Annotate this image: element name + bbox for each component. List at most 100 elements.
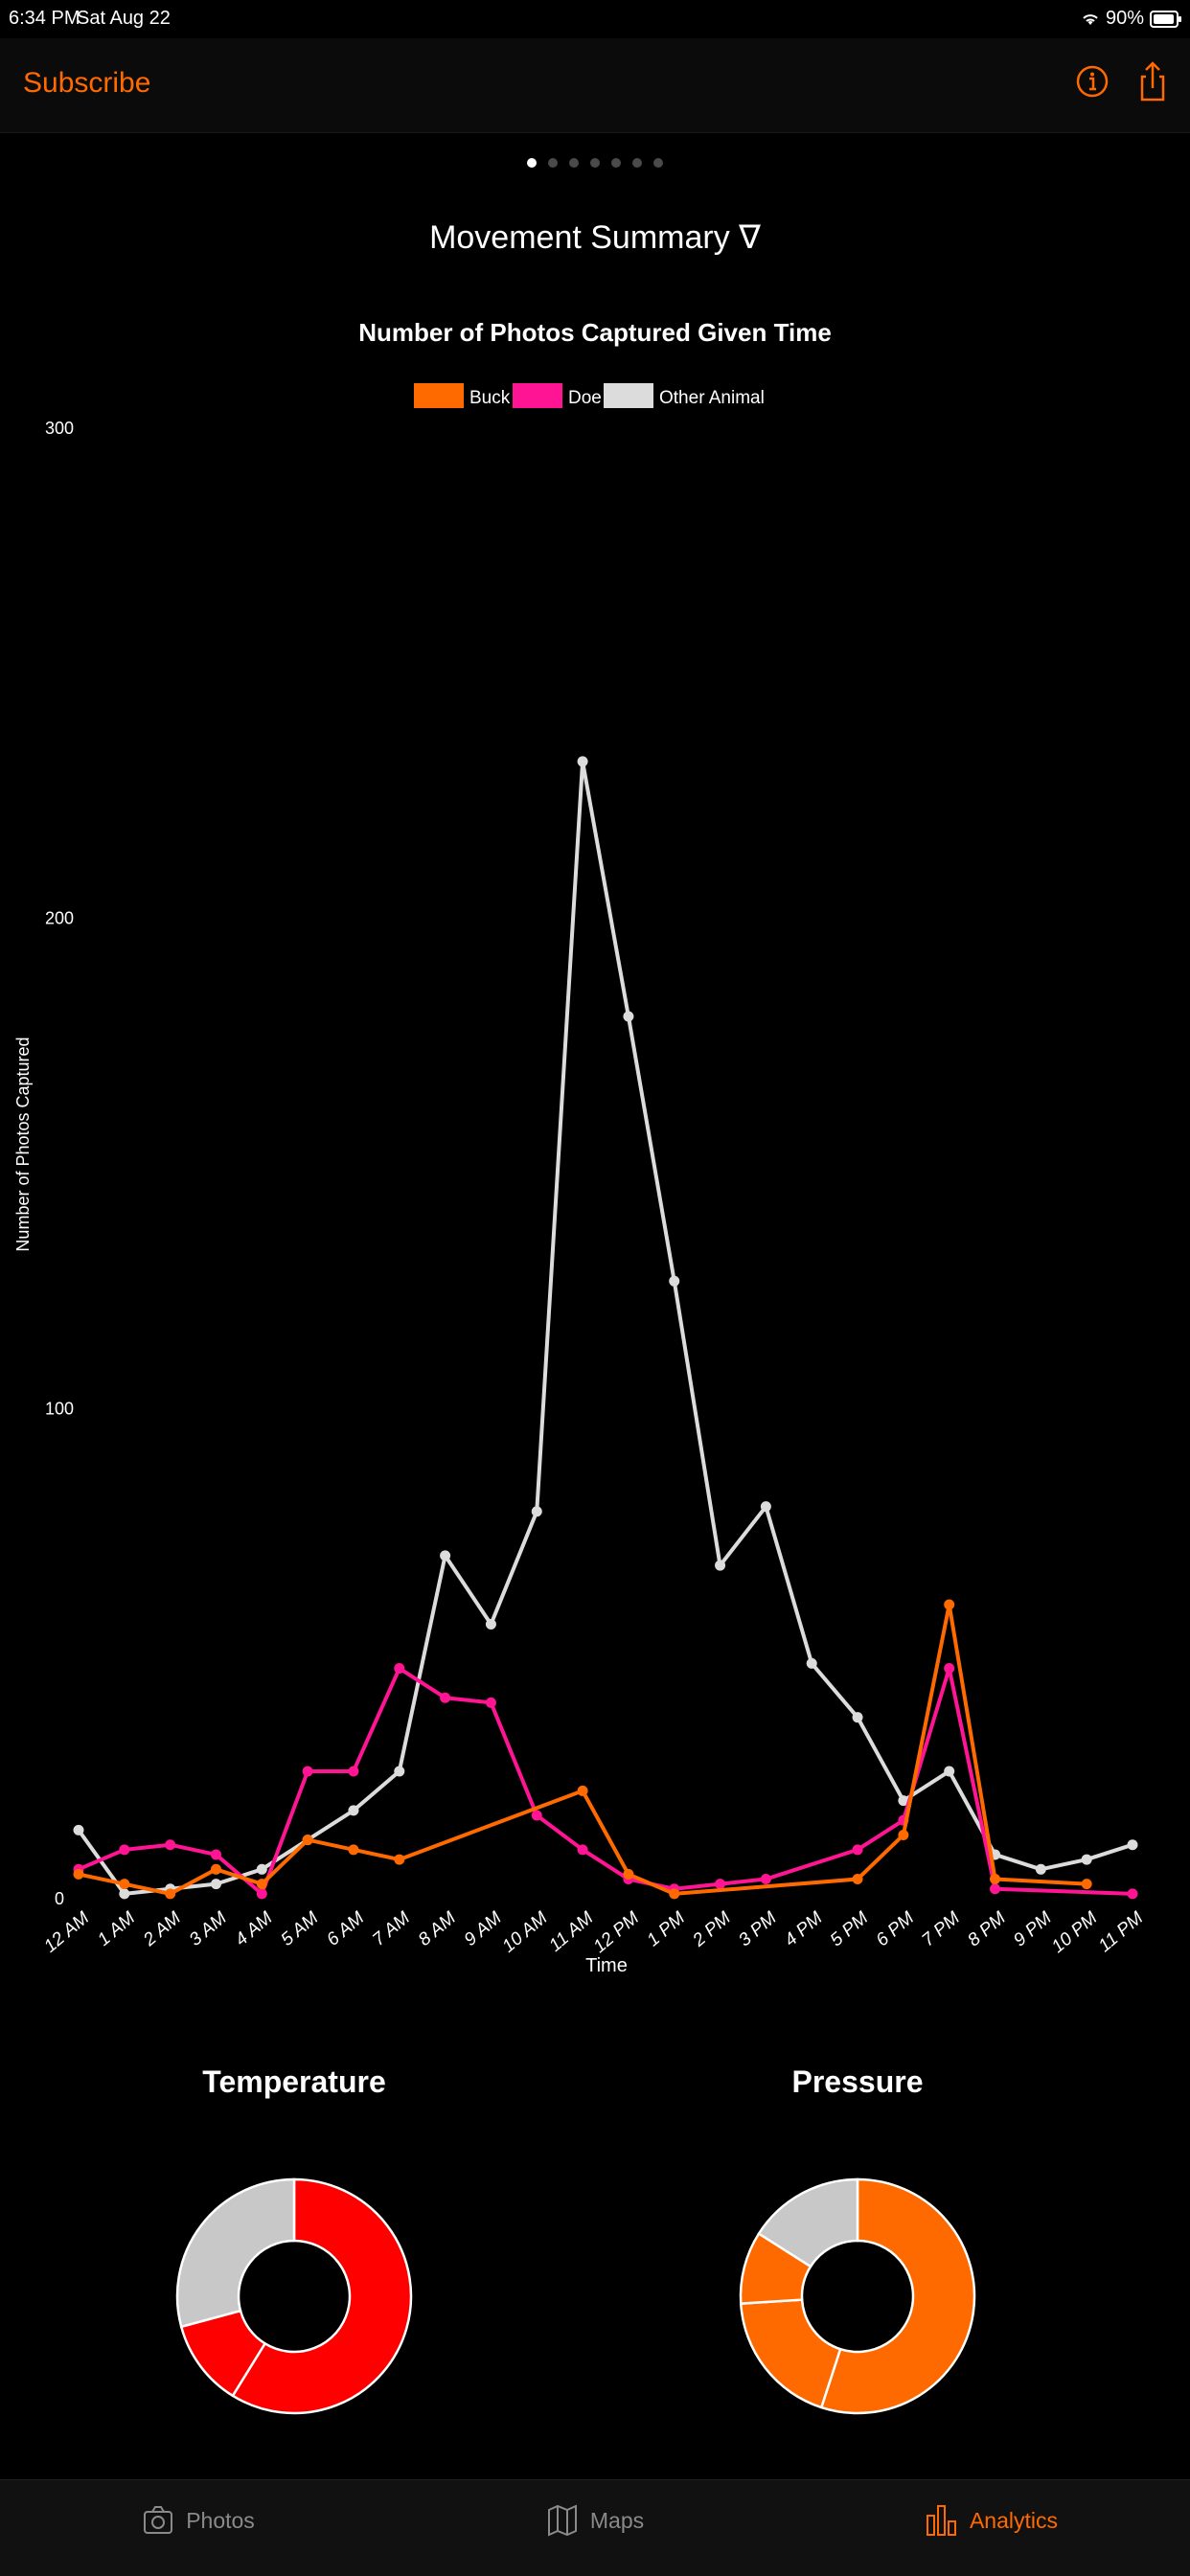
data-point[interactable]: [623, 1868, 634, 1880]
legend-item[interactable]: Other Animal: [604, 383, 765, 408]
status-right: 90%: [1081, 8, 1181, 30]
temperature-donut-card: Temperature: [93, 2064, 495, 2419]
movement-summary-dropdown[interactable]: Movement Summary ∇: [429, 219, 761, 256]
data-point[interactable]: [394, 1766, 405, 1777]
tab-photos[interactable]: Photos: [0, 2480, 397, 2576]
page-indicator[interactable]: [0, 158, 1190, 168]
data-point[interactable]: [440, 1550, 451, 1562]
x-tick-label: 6 AM: [323, 1908, 368, 1950]
tab-maps-label: Maps: [589, 2507, 645, 2533]
data-point[interactable]: [210, 1863, 221, 1875]
tab-analytics[interactable]: Analytics: [793, 2480, 1190, 2576]
data-point[interactable]: [531, 1810, 542, 1821]
page-dot[interactable]: [611, 158, 621, 168]
data-point[interactable]: [852, 1712, 863, 1723]
data-point[interactable]: [210, 1849, 221, 1860]
data-point[interactable]: [256, 1879, 267, 1890]
data-point[interactable]: [1127, 1839, 1138, 1851]
page-dot[interactable]: [527, 158, 537, 168]
page-dot[interactable]: [569, 158, 579, 168]
data-point[interactable]: [577, 1844, 588, 1856]
legend-label: Other Animal: [659, 388, 765, 408]
data-point[interactable]: [898, 1795, 909, 1807]
data-point[interactable]: [715, 1560, 726, 1571]
x-tick-label: 9 PM: [1010, 1908, 1056, 1951]
status-bar: 6:34 PM Sat Aug 22 90%: [0, 0, 1190, 38]
data-point[interactable]: [715, 1879, 726, 1890]
page-dot[interactable]: [632, 158, 642, 168]
status-time: 6:34 PM: [9, 8, 80, 29]
donut-slice[interactable]: [757, 2177, 859, 2268]
data-point[interactable]: [256, 1863, 267, 1875]
tab-bar: Photos Maps Analytics: [0, 2479, 1190, 2576]
data-point[interactable]: [348, 1844, 359, 1856]
data-point[interactable]: [806, 1657, 817, 1669]
data-point[interactable]: [440, 1692, 451, 1703]
tab-photos-label: Photos: [186, 2507, 255, 2533]
data-point[interactable]: [165, 1839, 176, 1851]
data-point[interactable]: [210, 1879, 221, 1890]
nav-bar: Subscribe: [0, 38, 1190, 133]
data-point[interactable]: [760, 1501, 771, 1513]
data-point[interactable]: [302, 1835, 313, 1846]
data-point[interactable]: [944, 1766, 955, 1777]
data-point[interactable]: [348, 1805, 359, 1816]
data-point[interactable]: [119, 1879, 130, 1890]
legend-label: Doe: [568, 388, 602, 408]
data-point[interactable]: [1081, 1879, 1092, 1890]
tab-analytics-label: Analytics: [969, 2507, 1059, 2533]
series-line: [78, 1603, 1087, 1896]
data-point[interactable]: [302, 1766, 313, 1777]
data-point[interactable]: [669, 1888, 680, 1900]
page-dot[interactable]: [548, 158, 558, 168]
data-point[interactable]: [1081, 1854, 1092, 1865]
data-point[interactable]: [577, 1785, 588, 1796]
x-tick-label: 10 PM: [1048, 1908, 1102, 1957]
page-dot[interactable]: [590, 158, 600, 168]
data-point[interactable]: [165, 1888, 176, 1900]
data-point[interactable]: [119, 1844, 130, 1856]
data-point[interactable]: [760, 1874, 771, 1885]
data-point[interactable]: [898, 1829, 909, 1840]
x-tick-label: 4 AM: [232, 1908, 277, 1950]
data-point[interactable]: [669, 1275, 680, 1287]
data-point[interactable]: [348, 1766, 359, 1777]
data-point[interactable]: [394, 1854, 405, 1865]
donut-slice[interactable]: [739, 2298, 842, 2409]
data-point[interactable]: [1127, 1888, 1138, 1900]
data-point[interactable]: [852, 1844, 863, 1856]
data-point[interactable]: [577, 756, 588, 767]
data-point[interactable]: [394, 1663, 405, 1675]
data-point[interactable]: [944, 1663, 955, 1675]
battery-percent: 90%: [1105, 8, 1144, 29]
x-tick-label: 11 PM: [1095, 1908, 1148, 1957]
data-point[interactable]: [944, 1599, 955, 1610]
data-point[interactable]: [623, 1011, 634, 1022]
data-point[interactable]: [990, 1874, 1001, 1885]
x-tick-label: 7 PM: [918, 1908, 964, 1951]
x-tick-label: 8 AM: [415, 1908, 460, 1950]
tab-maps[interactable]: Maps: [397, 2480, 793, 2576]
bar-chart-icon: [926, 2505, 956, 2536]
donut-slice[interactable]: [231, 2177, 413, 2415]
data-point[interactable]: [119, 1888, 130, 1900]
donut-slice[interactable]: [175, 2177, 296, 2329]
legend-item[interactable]: Buck: [414, 383, 511, 408]
data-point[interactable]: [73, 1868, 84, 1880]
page-dot[interactable]: [653, 158, 663, 168]
data-point[interactable]: [485, 1618, 496, 1630]
info-icon[interactable]: [1070, 59, 1114, 103]
data-point[interactable]: [852, 1874, 863, 1885]
donut-slice[interactable]: [819, 2177, 976, 2415]
battery-icon: [1150, 10, 1181, 28]
data-point[interactable]: [256, 1888, 267, 1900]
legend-item[interactable]: Doe: [513, 383, 602, 408]
data-point[interactable]: [1035, 1863, 1046, 1875]
data-point[interactable]: [73, 1824, 84, 1835]
share-icon[interactable]: [1131, 59, 1175, 103]
subscribe-button[interactable]: Subscribe: [23, 67, 151, 99]
data-point[interactable]: [531, 1506, 542, 1517]
data-point[interactable]: [485, 1697, 496, 1708]
data-point[interactable]: [990, 1883, 1001, 1895]
x-tick-label: 10 AM: [498, 1908, 551, 1957]
